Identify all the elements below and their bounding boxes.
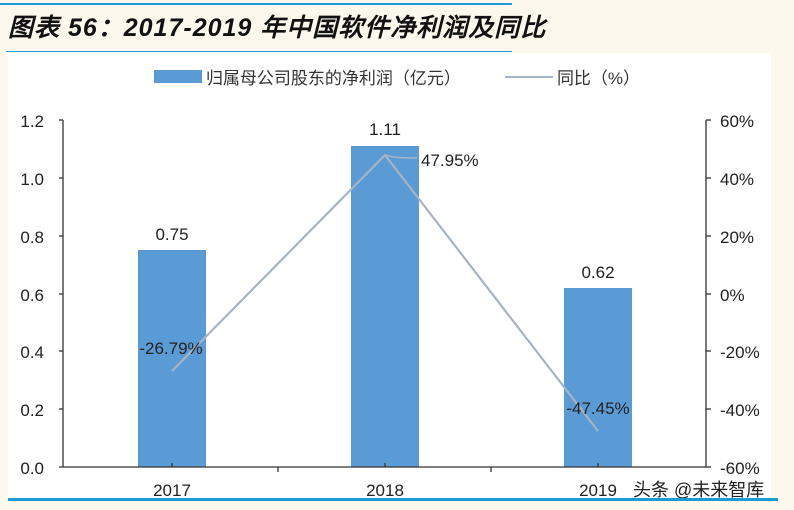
svg-text:2018: 2018: [366, 481, 404, 500]
label-leader: [384, 154, 418, 159]
bottom-rule: [8, 498, 778, 501]
svg-text:0.62: 0.62: [581, 263, 614, 282]
svg-text:60%: 60%: [720, 112, 754, 131]
svg-text:40%: 40%: [720, 170, 754, 189]
watermark: 头条 @未来智库: [633, 480, 765, 500]
figure-title: 图表 56：2017-2019 年中国软件净利润及同比: [8, 14, 547, 42]
right-tick-labels: -60% -40% -20% 0% 20% 40% 60%: [720, 112, 760, 478]
bar-2018: [351, 146, 419, 467]
bars: [138, 146, 632, 467]
bar-swatch-icon: [153, 70, 202, 83]
svg-text:47.95%: 47.95%: [421, 151, 479, 170]
legend-bar-label: 归属母公司股东的净利润（亿元）: [205, 69, 461, 88]
chart-legend: 归属母公司股东的净利润（亿元） 同比（%）: [0, 64, 794, 89]
line-swatch-icon: [504, 75, 553, 78]
svg-text:0%: 0%: [720, 286, 745, 305]
title-rule: [6, 51, 512, 52]
right-axis: [705, 119, 711, 468]
svg-text:0.8: 0.8: [20, 228, 44, 247]
legend-line-label: 同比（%）: [556, 69, 641, 88]
svg-text:-26.79%: -26.79%: [139, 339, 202, 358]
svg-text:0.0: 0.0: [20, 459, 44, 478]
svg-text:-20%: -20%: [720, 343, 760, 362]
svg-text:-47.45%: -47.45%: [566, 399, 629, 418]
top-rule: [0, 3, 512, 5]
x-tick-labels: 2017 2018 2019: [153, 481, 617, 500]
svg-text:2017: 2017: [153, 481, 191, 500]
left-axis: [59, 119, 706, 472]
svg-text:1.2: 1.2: [20, 112, 44, 131]
svg-text:0.2: 0.2: [20, 401, 44, 420]
svg-text:20%: 20%: [720, 228, 754, 247]
svg-text:-40%: -40%: [720, 401, 760, 420]
bar-2017: [138, 250, 206, 467]
legend-item-bar: 归属母公司股东的净利润（亿元）: [153, 64, 461, 89]
svg-text:0.6: 0.6: [20, 286, 44, 305]
legend-item-line: 同比（%）: [504, 64, 641, 89]
bar-2019: [564, 288, 632, 467]
svg-text:0.75: 0.75: [155, 225, 188, 244]
bar-value-labels: 0.75 1.11 0.62: [155, 120, 614, 282]
svg-text:1.0: 1.0: [20, 170, 44, 189]
svg-text:-60%: -60%: [720, 459, 760, 478]
line-value-labels: -26.79% 47.95% -47.45%: [139, 151, 629, 418]
svg-text:0.4: 0.4: [20, 343, 44, 362]
svg-text:2019: 2019: [579, 481, 617, 500]
left-tick-labels: 0.0 0.2 0.4 0.6 0.8 1.0 1.2: [20, 112, 44, 478]
svg-text:1.11: 1.11: [369, 120, 401, 139]
